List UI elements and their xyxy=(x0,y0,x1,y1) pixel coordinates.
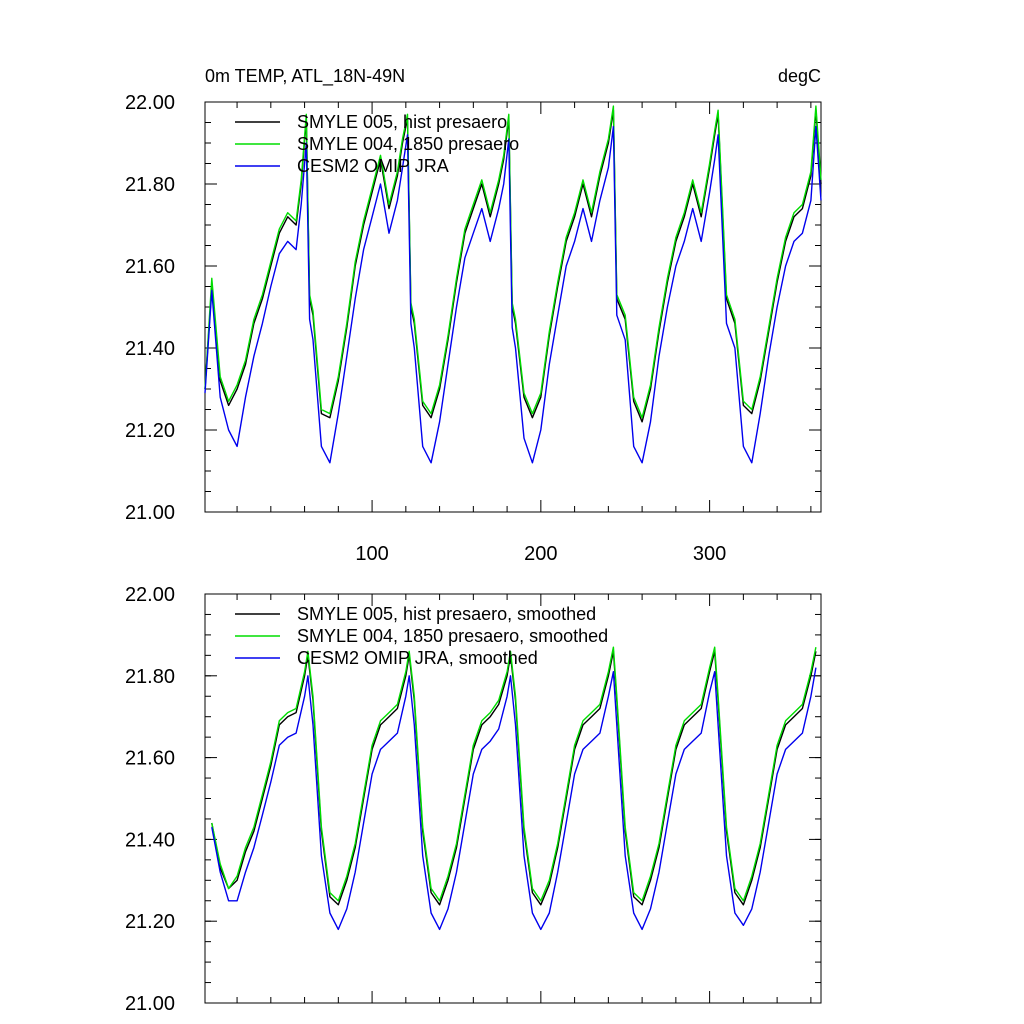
legend-label-1: SMYLE 005, hist presaero, smoothed xyxy=(297,604,596,624)
series-line-3 xyxy=(211,667,817,931)
series-line-3 xyxy=(204,125,822,464)
x-tick-label: 200 xyxy=(524,543,557,565)
legend-label-1: SMYLE 005, hist presaero xyxy=(297,112,507,132)
y-tick-label: 22.00 xyxy=(125,92,175,114)
bottom-panel: 21.00 21.20 21.40 21.60 21.80 22.00 SMYLE 005,… xyxy=(125,584,822,1015)
y-tick-label: 21.80 xyxy=(125,666,175,688)
series-line-1 xyxy=(211,650,817,906)
y-tick-label: 21.00 xyxy=(125,502,175,524)
y-tick-label: 21.60 xyxy=(125,748,175,770)
y-tick-label: 21.60 xyxy=(125,256,175,278)
y-tick-label: 21.20 xyxy=(125,420,175,442)
y-tick-label: 21.80 xyxy=(125,174,175,196)
legend-label-3: CESM2 OMIP JRA xyxy=(297,156,449,176)
top-panel: 21.00 21.20 21.40 21.60 21.80 22.00 100 200 300 S… xyxy=(125,92,822,565)
y-tick-label: 21.40 xyxy=(125,829,175,851)
legend-label-3: CESM2 OMIP JRA, smoothed xyxy=(297,648,538,668)
legend-label-2: SMYLE 004, 1850 presaero, smoothed xyxy=(297,626,608,646)
y-tick-label: 21.00 xyxy=(125,993,175,1015)
series-line-2 xyxy=(211,646,817,902)
x-tick-label: 300 xyxy=(693,543,726,565)
y-tick-label: 21.20 xyxy=(125,911,175,933)
plot-title: 0m TEMP, ATL_18N-49N xyxy=(205,66,405,87)
legend-label-2: SMYLE 004, 1850 presaero xyxy=(297,134,519,154)
y-tick-label: 22.00 xyxy=(125,584,175,606)
y-tick-label: 21.40 xyxy=(125,338,175,360)
x-tick-label: 100 xyxy=(355,543,388,565)
units-label: degC xyxy=(778,66,821,86)
